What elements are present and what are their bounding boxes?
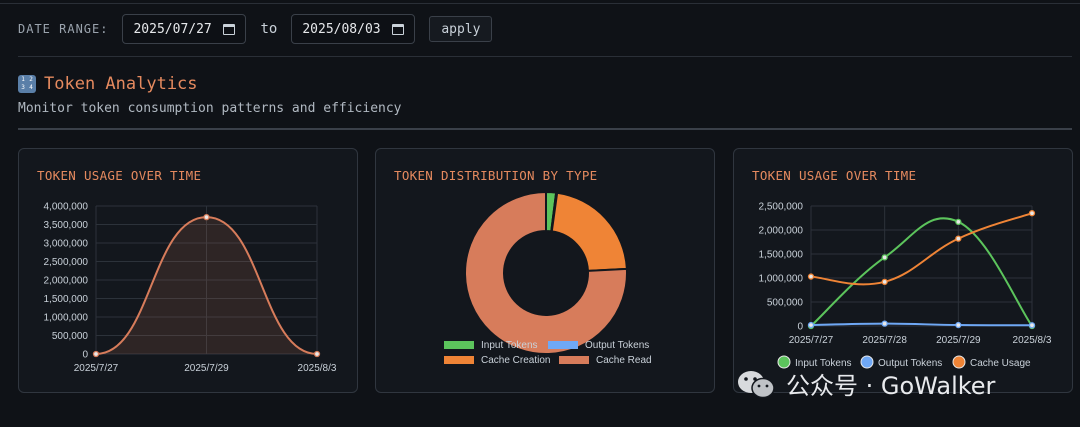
data-point (955, 235, 962, 242)
y-tick-label: 2,000,000 (759, 226, 804, 237)
section-subtitle: Monitor token consumption patterns and e… (18, 101, 402, 116)
legend-label: Cache Read (596, 355, 652, 366)
y-tick-label: 2,500,000 (759, 202, 804, 213)
wechat-icon (736, 369, 776, 399)
x-tick-label: 2025/8/3 (1013, 335, 1052, 346)
legend-label: Cache Creation (481, 355, 550, 366)
data-point (313, 350, 321, 358)
date-range-label: DATE RANGE: (18, 22, 109, 36)
y-tick-label: 3,500,000 (44, 220, 89, 231)
series-line (810, 217, 1033, 327)
legend-swatch (444, 341, 474, 349)
chart-title: TOKEN DISTRIBUTION BY TYPE (394, 168, 598, 183)
x-tick-label: 2025/7/27 (789, 335, 834, 346)
section-title: Token Analytics (44, 74, 198, 94)
calendar-icon[interactable] (223, 23, 236, 35)
y-tick-label: 500,000 (52, 331, 89, 342)
legend-label: Input Tokens (795, 358, 852, 369)
token-distribution-donut-chart: Input Tokens Output Tokens Cache Creation C… (444, 190, 652, 366)
y-tick-label: 0 (82, 350, 88, 361)
data-point (807, 321, 815, 329)
token-usage-line-chart: 2,500,000 2,000,000 1,500,000 1,000,000 500,… (759, 202, 1052, 370)
data-point (955, 321, 962, 329)
y-tick-label: 1,000,000 (44, 313, 89, 324)
legend-swatch (548, 341, 578, 349)
donut-slice (464, 190, 628, 355)
donut-slice (550, 191, 628, 272)
legend-swatch (860, 355, 874, 369)
y-tick-label: 1,500,000 (759, 250, 804, 261)
data-point (881, 320, 888, 327)
data-point (807, 273, 815, 280)
legend-swatch (559, 356, 589, 364)
date-separator: to (260, 21, 278, 37)
watermark-text: 公众号 · GoWalker (786, 372, 996, 400)
y-tick-label: 2,500,000 (44, 257, 89, 268)
series-line (810, 212, 1033, 286)
end-date-input[interactable]: 2025/08/03 (291, 14, 416, 44)
x-tick-label: 2025/8/3 (298, 363, 337, 374)
divider (18, 56, 1072, 57)
data-point (1028, 322, 1036, 329)
x-tick-label: 2025/7/27 (74, 363, 119, 374)
legend-swatch (777, 355, 791, 369)
y-tick-label: 3,000,000 (44, 239, 89, 250)
x-tick-label: 2025/7/28 (862, 335, 907, 346)
watermark: 公众号 · GoWalker (736, 366, 995, 401)
legend-swatch (444, 356, 474, 364)
series-line (810, 322, 1033, 327)
y-tick-label: 1,000,000 (759, 274, 804, 285)
token-usage-line-card: TOKEN USAGE OVER TIME 2,500,000 2,000,000… (733, 148, 1073, 393)
data-point (955, 218, 962, 225)
data-point (1028, 210, 1036, 217)
start-date-value: 2025/07/27 (133, 21, 212, 37)
legend-label: Output Tokens (585, 340, 649, 351)
date-range-filter: DATE RANGE: 2025/07/27 to 2025/08/03 app… (18, 14, 493, 44)
chart-title: TOKEN USAGE OVER TIME (37, 168, 202, 183)
data-point (881, 278, 888, 285)
x-tick-label: 2025/7/29 (936, 335, 981, 346)
token-usage-area-card: TOKEN USAGE OVER TIME 4,000,000 3,500,000… (18, 148, 358, 393)
y-tick-label: 4,000,000 (44, 202, 89, 213)
y-tick-label: 500,000 (767, 298, 804, 309)
legend-swatch (952, 355, 966, 369)
data-point (92, 350, 100, 358)
data-point (881, 254, 888, 261)
data-point (203, 213, 210, 221)
token-usage-area-chart: 4,000,000 3,500,000 3,000,000 2,500,000 2,00… (44, 202, 337, 375)
legend-label: Output Tokens (878, 358, 942, 369)
y-tick-label: 0 (797, 322, 803, 333)
legend-label: Input Tokens (481, 340, 538, 351)
area-fill (96, 217, 317, 354)
top-divider (0, 3, 1080, 4)
start-date-input[interactable]: 2025/07/27 (122, 14, 247, 44)
y-tick-label: 2,000,000 (44, 276, 89, 287)
end-date-value: 2025/08/03 (302, 21, 381, 37)
chart-title: TOKEN USAGE OVER TIME (752, 168, 917, 183)
token-distribution-card: TOKEN DISTRIBUTION BY TYPE Input Tokens O… (375, 148, 715, 393)
y-tick-label: 1,500,000 (44, 294, 89, 305)
section-divider (18, 128, 1072, 130)
x-tick-label: 2025/7/29 (184, 363, 229, 374)
legend-label: Cache Usage (970, 358, 1031, 369)
apply-button[interactable]: apply (429, 16, 493, 42)
calendar-icon[interactable] (392, 23, 405, 35)
